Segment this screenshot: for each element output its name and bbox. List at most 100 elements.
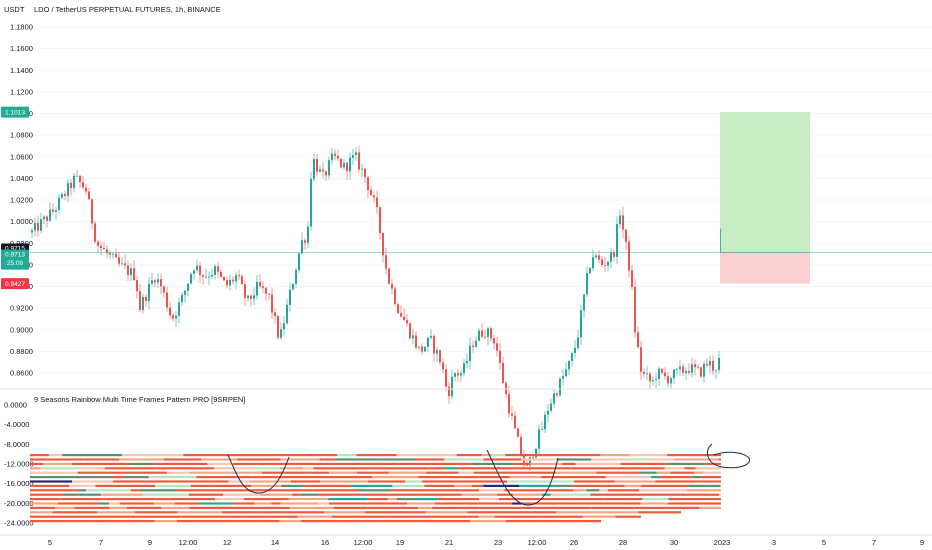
indicator-band-segment xyxy=(153,462,172,465)
indicator-band-segment xyxy=(30,515,50,518)
candle-body xyxy=(175,315,177,319)
indicator-band-segment xyxy=(498,498,546,501)
candle-body xyxy=(571,353,573,361)
candle-body xyxy=(220,271,222,277)
indicator-band-segment xyxy=(596,471,640,474)
indicator-band-segment xyxy=(30,520,47,523)
indicator-band-segment xyxy=(366,515,390,518)
indicator-band-segment xyxy=(130,462,154,465)
candle-body xyxy=(472,345,474,347)
indicator-band-segment xyxy=(628,498,643,501)
candle-body xyxy=(259,281,261,287)
indicator-band-segment xyxy=(521,506,536,509)
candle-body xyxy=(418,346,420,348)
indicator-band-segment xyxy=(599,489,608,492)
annotation-curve-2[interactable] xyxy=(486,449,559,506)
indicator-band-segment xyxy=(30,484,70,487)
indicator-band-segment xyxy=(467,515,479,518)
indicator-band-segment xyxy=(698,480,717,483)
indicator-band-segment xyxy=(447,476,480,479)
candle-body xyxy=(535,448,537,458)
indicator-band-segment xyxy=(504,489,519,492)
candle-body xyxy=(493,338,495,344)
candle-body xyxy=(421,346,423,352)
indicator-band-segment xyxy=(347,489,358,492)
indicator-band-segment xyxy=(78,493,102,496)
svg-text:0.9427: 0.9427 xyxy=(5,281,25,288)
indicator-band-segment xyxy=(655,480,699,483)
candle-body xyxy=(232,279,234,282)
indicator-band-segment xyxy=(396,454,425,457)
indicator-band-segment xyxy=(664,467,685,470)
profit-zone[interactable] xyxy=(720,112,810,253)
indicator-band-segment xyxy=(237,489,273,492)
candle-body xyxy=(61,193,63,198)
candle-body xyxy=(226,280,228,286)
loss-zone[interactable] xyxy=(720,252,810,284)
indicator-band-segment xyxy=(190,484,214,487)
indicator-band-segment xyxy=(424,484,455,487)
indicator-band-segment xyxy=(700,476,721,479)
candle-body xyxy=(52,209,54,212)
indicator-band-segment xyxy=(684,467,696,470)
candle-body xyxy=(97,241,99,246)
indicator-band-segment xyxy=(387,498,397,501)
indicator-band-segment xyxy=(461,493,498,496)
indicator-band-segment xyxy=(716,467,721,470)
indicator-band-segment xyxy=(95,484,112,487)
time-tick-label: 30 xyxy=(670,538,678,547)
annotation-curve-1[interactable] xyxy=(227,454,290,494)
indicator-band-segment xyxy=(359,467,403,470)
candle-body xyxy=(487,328,489,337)
indicator-band-segment xyxy=(556,467,572,470)
indicator-band-segment xyxy=(422,493,462,496)
annotation-curve-3[interactable] xyxy=(706,443,750,469)
indicator-band-segment xyxy=(195,520,237,523)
candle-body xyxy=(301,240,303,254)
indicator-band-segment xyxy=(543,520,559,523)
indicator-band-segment xyxy=(126,506,162,509)
indicator-band-segment xyxy=(374,502,408,505)
indicator-band-segment xyxy=(539,480,575,483)
indicator-band-segment xyxy=(164,458,202,461)
indicator-band-segment xyxy=(221,511,244,514)
candle-body xyxy=(565,369,567,377)
indicator-band-segment xyxy=(100,498,142,501)
candle-body xyxy=(367,177,369,190)
indicator-band-segment xyxy=(177,511,222,514)
candle-body xyxy=(589,268,591,274)
time-tick-label: 7 xyxy=(99,538,103,547)
candle-body xyxy=(529,456,531,466)
indicator-band-segment xyxy=(214,498,244,501)
indicator-band-segment xyxy=(43,462,72,465)
indicator-band-segment xyxy=(183,454,231,457)
candle-body xyxy=(55,209,57,212)
indicator-band-segment xyxy=(30,502,59,505)
indicator-band-segment xyxy=(279,520,302,523)
indicator-band-segment xyxy=(134,511,178,514)
candle-body xyxy=(304,240,306,243)
indicator-band-segment xyxy=(629,454,668,457)
indicator-band-segment xyxy=(454,484,473,487)
price-tick-label: 0.9800 xyxy=(10,239,33,248)
candle-body xyxy=(274,312,276,316)
position-zone[interactable] xyxy=(720,112,810,284)
candle-body xyxy=(679,366,681,370)
indicator-band-segment xyxy=(353,493,389,496)
indicator-band-segment xyxy=(703,471,721,474)
indicator-band-segment xyxy=(196,476,230,479)
candle-body xyxy=(283,323,285,330)
indicator-band-segment xyxy=(304,484,351,487)
indicator-band-segment xyxy=(535,506,575,509)
candle-body xyxy=(319,169,321,172)
candle-body xyxy=(85,187,87,192)
candle-body xyxy=(361,168,363,170)
indicator-band-segment xyxy=(122,476,149,479)
candle-body xyxy=(76,175,78,177)
candle-body xyxy=(400,313,402,317)
indicator-band-segment xyxy=(74,476,113,479)
candle-body xyxy=(646,373,648,375)
indicator-band-segment xyxy=(434,502,479,505)
indicator-band-segment xyxy=(479,506,513,509)
